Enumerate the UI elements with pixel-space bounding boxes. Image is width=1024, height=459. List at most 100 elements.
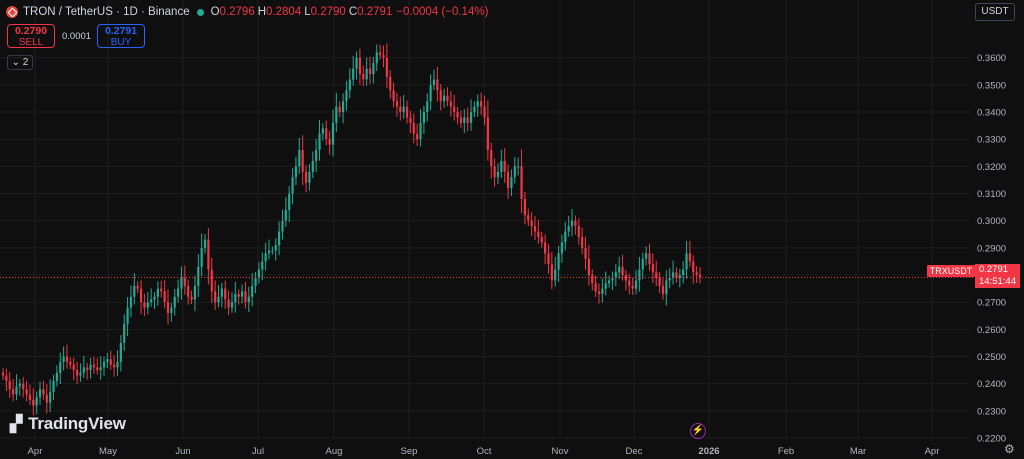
candle-body xyxy=(86,367,89,371)
candle-body xyxy=(355,57,358,69)
currency-selector[interactable]: USDT xyxy=(975,3,1015,21)
x-tick-label: Jul xyxy=(252,446,264,457)
candle-body xyxy=(35,397,38,406)
change-value: −0.0004 (−0.14%) xyxy=(396,6,489,18)
sell-price: 0.2790 xyxy=(14,25,48,37)
candle-body xyxy=(503,160,506,172)
candle-body xyxy=(645,253,648,259)
candle-body xyxy=(439,90,442,102)
y-tick-label: 0.3500 xyxy=(977,80,1006,91)
candle-body xyxy=(557,253,560,270)
y-tick-label: 0.3300 xyxy=(977,135,1006,146)
candle-body xyxy=(628,280,631,286)
candle-body xyxy=(190,296,193,300)
candle-body xyxy=(547,253,550,265)
candle-body xyxy=(298,150,301,167)
candle-body xyxy=(601,288,604,295)
y-tick-label: 0.3100 xyxy=(977,189,1006,200)
candle-body xyxy=(335,106,338,123)
candle-body xyxy=(244,291,247,303)
x-tick-label: Oct xyxy=(477,446,492,457)
candle-body xyxy=(123,323,126,343)
candle-body xyxy=(648,253,651,265)
candle-body xyxy=(267,250,271,254)
candle-body xyxy=(493,166,496,178)
candle-body xyxy=(567,226,570,232)
candle-body xyxy=(96,367,99,371)
candle-body xyxy=(156,288,159,297)
candle-body xyxy=(129,296,133,308)
candle-body xyxy=(382,55,385,58)
watermark-text: TradingView xyxy=(28,414,126,433)
candle-body xyxy=(486,117,489,151)
candle-body xyxy=(607,280,611,284)
candle-body xyxy=(695,272,698,276)
candle-body xyxy=(166,302,170,314)
candle-body xyxy=(89,364,92,371)
candle-body xyxy=(338,106,341,113)
candle-body xyxy=(1,372,5,376)
candle-body xyxy=(604,283,607,289)
candle-body xyxy=(658,277,661,286)
indicators-toggle[interactable]: ⌄ 2 xyxy=(7,55,33,70)
buy-price: 0.2791 xyxy=(104,25,138,37)
candle-body xyxy=(288,193,291,210)
candle-body xyxy=(348,79,351,91)
candle-body xyxy=(446,95,449,102)
candle-body xyxy=(143,302,146,308)
candle-body xyxy=(325,128,328,140)
candle-body xyxy=(587,258,590,276)
candle-body xyxy=(79,372,82,376)
buy-button[interactable]: 0.2791 BUY xyxy=(97,24,145,48)
candle-body xyxy=(45,394,48,403)
candle-body xyxy=(675,272,678,278)
candle-body xyxy=(341,101,345,113)
last-price-label: 0.2791 14:51:44 xyxy=(975,264,1020,288)
candle-body xyxy=(692,261,695,273)
candle-body xyxy=(274,245,277,251)
candle-body xyxy=(308,171,311,183)
candle-body xyxy=(399,106,402,113)
candle-body xyxy=(251,285,254,297)
symbol-price-label: TRXUSDT xyxy=(927,265,975,277)
candle-body xyxy=(581,237,584,248)
lightning-icon[interactable]: ⚡ xyxy=(690,423,706,439)
candle-body xyxy=(358,57,362,75)
candle-body xyxy=(520,166,523,199)
sell-button[interactable]: 0.2790 SELL xyxy=(7,24,55,48)
x-tick-label: Apr xyxy=(925,446,940,457)
candle-body xyxy=(8,380,11,390)
candle-body xyxy=(160,288,163,292)
symbol-title[interactable]: TRON / TetherUS · 1D · Binance xyxy=(23,6,190,18)
candle-body xyxy=(237,294,240,297)
candle-body xyxy=(72,364,75,371)
candle-body xyxy=(597,291,601,295)
candle-body xyxy=(655,272,658,278)
candle-body xyxy=(621,266,624,276)
candle-body xyxy=(634,280,638,289)
candle-body xyxy=(119,342,122,362)
candle-body xyxy=(12,389,15,395)
candle-body xyxy=(55,372,58,381)
candle-body xyxy=(631,285,634,289)
x-tick-label: 2026 xyxy=(698,446,719,457)
gear-icon[interactable]: ⚙ xyxy=(1004,442,1015,456)
indicators-count: 2 xyxy=(22,57,29,68)
candle-body xyxy=(402,106,405,113)
candle-body xyxy=(52,380,55,392)
candle-body xyxy=(432,79,436,85)
y-tick-label: 0.2300 xyxy=(977,406,1006,417)
candle-body xyxy=(153,296,156,300)
candle-body xyxy=(500,160,503,172)
chevron-down-icon: ⌄ xyxy=(11,57,21,68)
candle-body xyxy=(651,264,654,273)
x-tick-label: Jun xyxy=(175,446,190,457)
candle-body xyxy=(550,264,553,281)
candle-body xyxy=(102,361,106,368)
candle-body xyxy=(584,247,587,259)
candle-body xyxy=(264,253,267,262)
candle-body xyxy=(240,291,244,297)
candle-body xyxy=(530,220,533,227)
candle-body xyxy=(379,52,382,56)
